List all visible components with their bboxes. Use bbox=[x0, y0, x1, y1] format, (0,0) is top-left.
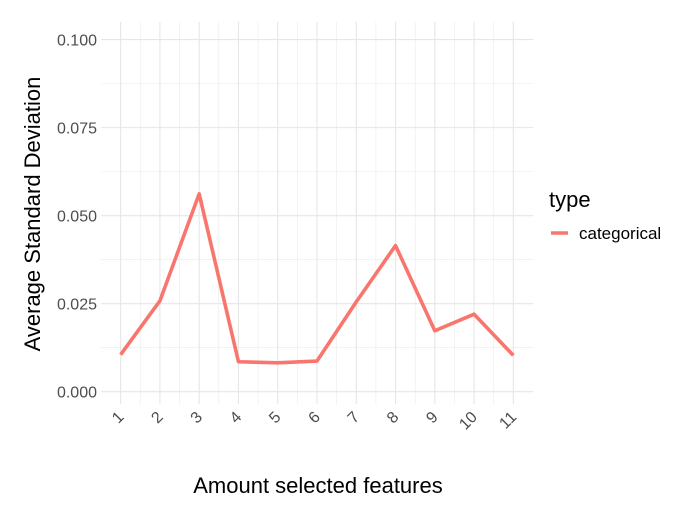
x-axis-title: Amount selected features bbox=[193, 473, 442, 498]
x-tick-label: 3 bbox=[188, 409, 206, 427]
x-tick-label: 8 bbox=[384, 409, 402, 427]
x-tick-label: 5 bbox=[266, 409, 284, 427]
y-tick-label: 0.025 bbox=[57, 297, 97, 314]
x-tick-label: 2 bbox=[148, 409, 166, 427]
y-tick-label: 0.000 bbox=[57, 385, 97, 402]
x-tick-label: 9 bbox=[423, 409, 441, 427]
x-tick-label: 11 bbox=[496, 409, 520, 433]
x-tick-label: 1 bbox=[109, 409, 127, 427]
legend-title: type bbox=[549, 187, 591, 212]
x-tick-label: 10 bbox=[456, 409, 481, 434]
y-tick-label: 0.075 bbox=[57, 121, 97, 138]
y-tick-label: 0.050 bbox=[57, 209, 97, 226]
x-axis-tick-labels: 1 2 3 4 5 6 7 8 9 10 11 bbox=[109, 409, 520, 434]
x-tick-label: 6 bbox=[306, 409, 324, 427]
x-tick-label: 7 bbox=[345, 409, 363, 427]
major-gridlines bbox=[101, 22, 533, 404]
y-axis-title: Average Standard Deviation bbox=[20, 77, 45, 352]
y-axis-tick-labels: 0.000 0.025 0.050 0.075 0.100 bbox=[57, 33, 97, 402]
legend-label-categorical: categorical bbox=[579, 224, 661, 243]
y-tick-label: 0.100 bbox=[57, 33, 97, 50]
legend: type categorical bbox=[549, 187, 661, 243]
x-tick-label: 4 bbox=[227, 409, 245, 427]
